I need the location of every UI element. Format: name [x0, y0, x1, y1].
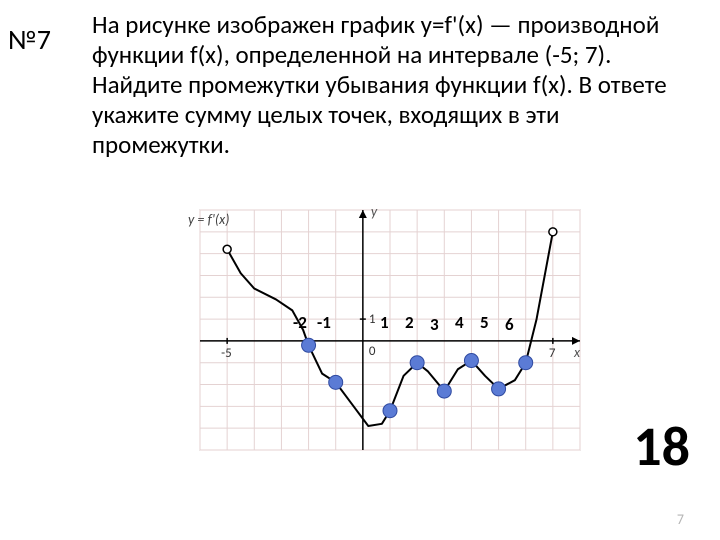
overlay-neg2: -2 [293, 312, 307, 333]
overlay-neg1: -1 [317, 312, 331, 333]
overlay-4: 4 [455, 312, 464, 333]
answer-value: 18 [633, 413, 690, 481]
svg-text:-5: -5 [221, 346, 232, 361]
svg-text:0: 0 [369, 344, 376, 359]
overlay-6: 6 [505, 314, 514, 335]
slide: №7 На рисунке изображен график y=f'(x) —… [0, 0, 720, 540]
problem-text: На рисунке изображен график y=f'(x) — пр… [92, 10, 682, 160]
problem-number: №7 [8, 22, 51, 57]
svg-text:1: 1 [369, 312, 376, 327]
overlay-5: 5 [480, 312, 489, 333]
svg-text:x: x [573, 344, 581, 361]
overlay-3: 3 [430, 314, 439, 335]
chart-container: yx-5710y = f'(x) -2 -1 1 2 3 4 5 6 [180, 200, 600, 460]
svg-text:7: 7 [549, 346, 556, 361]
svg-text:y = f'(x): y = f'(x) [188, 211, 229, 228]
overlay-1: 1 [380, 312, 389, 333]
derivative-graph: yx-5710y = f'(x) [180, 200, 600, 460]
overlay-2: 2 [405, 312, 414, 333]
svg-text:y: y [371, 203, 378, 220]
page-number: 7 [677, 511, 684, 528]
